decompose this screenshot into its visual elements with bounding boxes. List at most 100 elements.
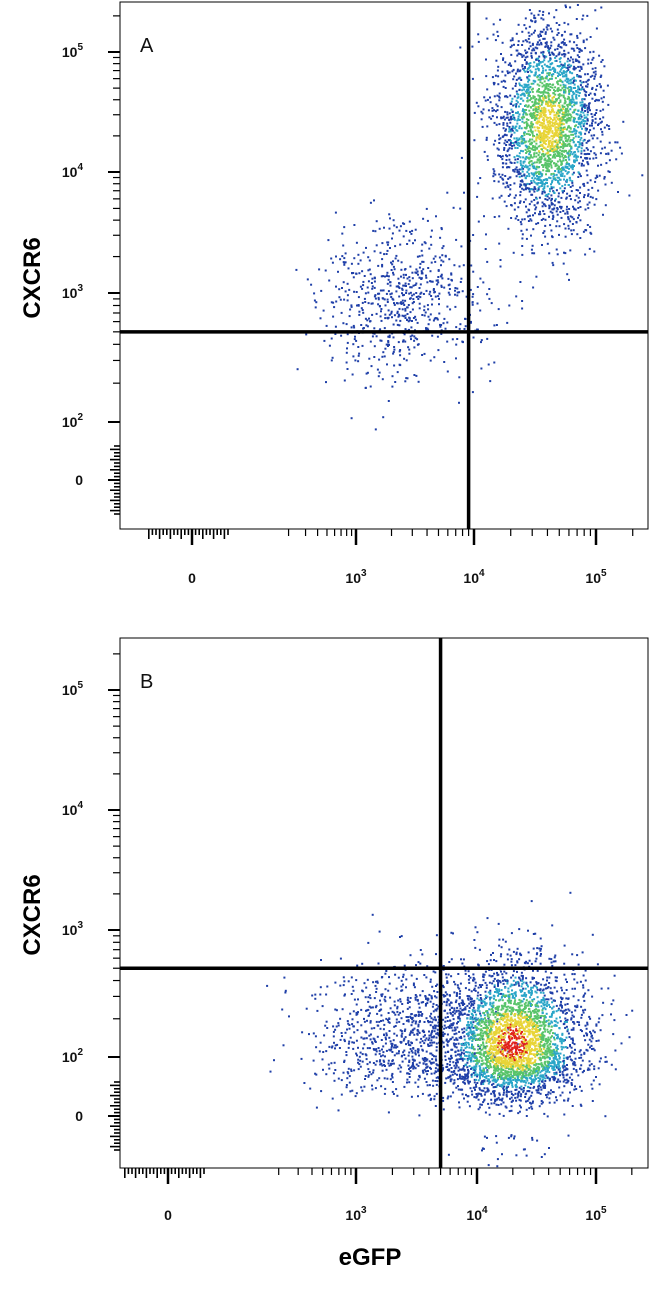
event-point [560,71,563,74]
event-point [565,66,568,69]
event-point [334,1028,337,1031]
event-point [493,82,496,85]
event-point [564,165,567,168]
event-point [363,275,366,277]
event-point [384,313,387,316]
event-point [480,1025,483,1027]
event-point [578,162,581,165]
event-point [510,1109,513,1112]
event-point [589,75,592,78]
event-point [510,147,513,150]
event-point [497,308,500,311]
event-point [567,51,570,54]
event-point [559,122,562,124]
event-point [410,232,413,235]
event-point [512,1009,514,1012]
event-point [530,1094,533,1097]
event-point [528,164,531,167]
event-point [531,43,534,46]
event-point [579,84,582,87]
event-point [608,128,611,130]
event-point [589,109,591,112]
event-point [425,207,428,210]
event-point [361,301,364,304]
event-point [411,1058,414,1061]
event-point [592,157,595,160]
event-point [359,1065,362,1068]
event-point [350,976,353,979]
event-point [429,235,432,238]
event-point [401,1060,404,1063]
event-point [314,1035,317,1038]
event-point [532,1039,535,1042]
event-point [572,91,575,93]
event-point [440,227,443,229]
event-point [471,301,474,304]
event-point [542,153,545,155]
event-point [481,1073,484,1076]
event-point [587,105,590,108]
event-point [547,193,550,195]
event-point [550,101,553,104]
event-point [387,241,390,244]
event-point [523,218,526,221]
event-point [472,1021,475,1024]
event-point [528,113,531,116]
event-point [575,113,578,115]
event-point [405,289,408,292]
event-point [415,282,418,285]
event-point [552,175,555,178]
event-point [560,136,563,139]
event-point [522,86,525,89]
event-point [563,30,566,33]
event-point [462,341,464,344]
event-point [549,177,552,180]
event-point [500,992,502,995]
event-point [533,113,536,115]
event-point [409,230,411,233]
event-point [500,53,502,55]
event-point [475,1078,477,1081]
event-point [408,1059,411,1062]
event-point [368,1005,371,1008]
event-point [479,277,482,280]
event-point [495,324,498,326]
event-point [383,355,386,358]
event-point [348,1027,351,1030]
event-point [527,172,530,175]
event-point [532,165,535,168]
event-point [527,215,530,218]
event-point [367,1074,370,1077]
event-point [504,1069,507,1072]
event-point [563,190,565,192]
event-point [553,111,556,114]
event-point [519,156,522,159]
event-point [517,1094,520,1097]
event-point [539,95,542,98]
event-point [516,171,519,173]
event-point [538,131,541,133]
event-point [497,922,500,925]
event-point [570,64,573,67]
event-point [335,300,338,303]
event-point [540,174,543,177]
event-point [331,356,334,359]
event-point [403,964,406,967]
event-point [449,1058,452,1060]
event-point [507,148,510,151]
event-point [349,1036,352,1039]
event-point [566,113,569,116]
event-point [550,141,553,144]
event-point [522,150,524,153]
event-point [564,86,567,89]
event-point [557,181,560,184]
event-point [610,181,613,184]
event-point [558,152,561,155]
event-point [330,337,333,340]
event-point [589,225,592,228]
event-point [427,1039,430,1041]
event-point [569,179,572,182]
event-point [346,368,349,370]
event-point [383,226,385,229]
event-point [547,123,550,126]
